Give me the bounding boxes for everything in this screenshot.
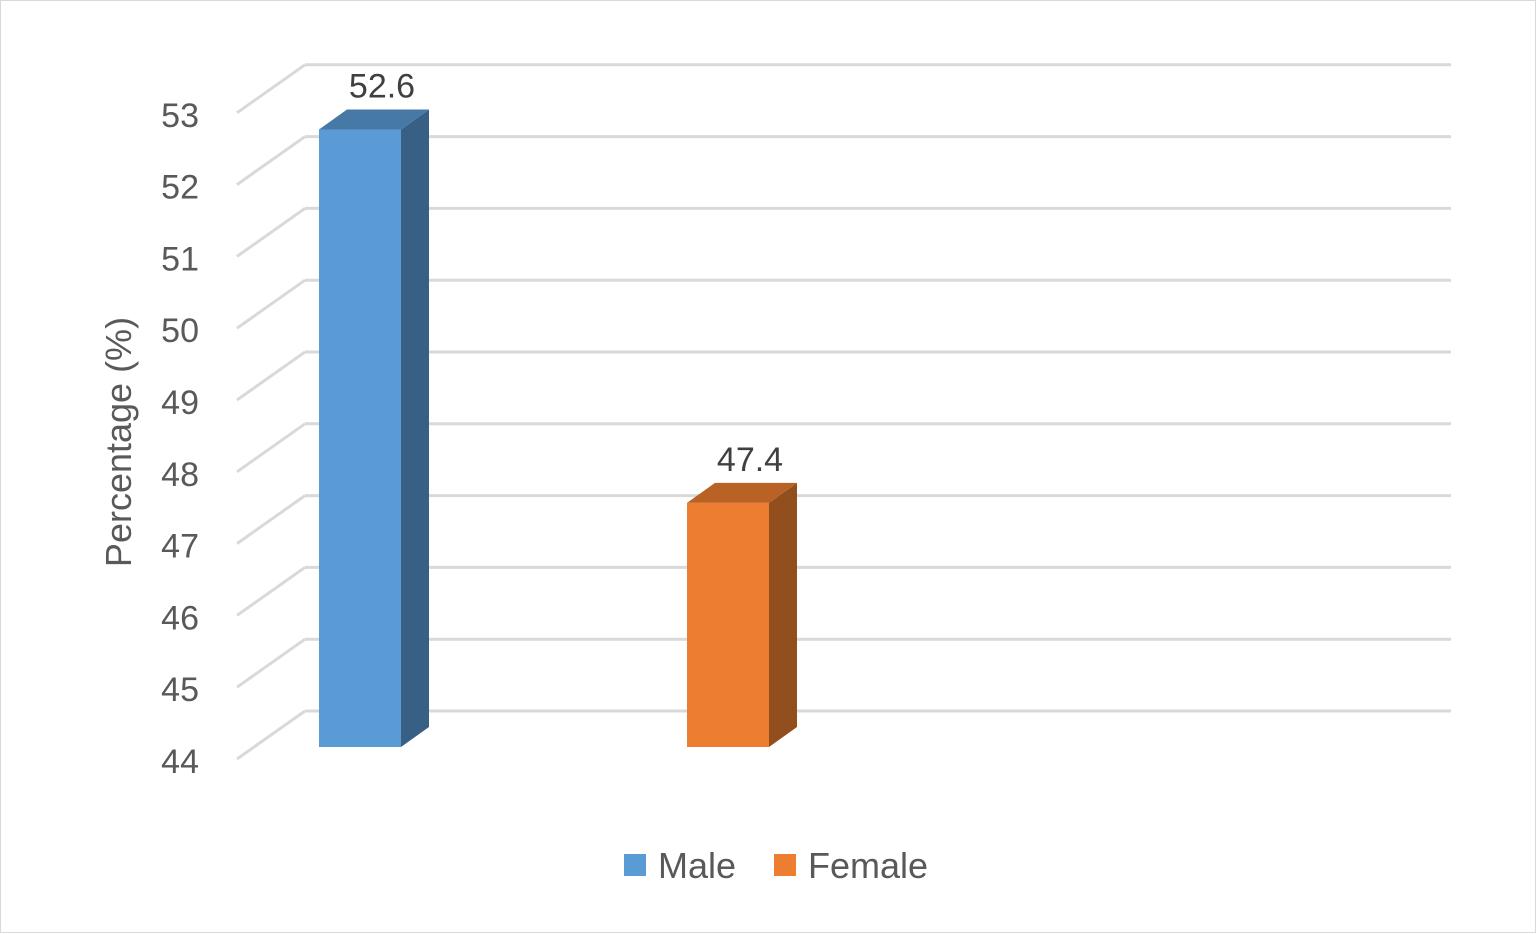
bar-side: [401, 109, 429, 747]
gridline-depth: [236, 63, 306, 115]
y-tick-label: 45: [161, 671, 199, 709]
y-tick-label: 48: [161, 456, 199, 494]
y-axis-ticks: 44 45 46 47 48 49 50 51 52 53: [161, 97, 199, 781]
gridline-depth: [236, 207, 306, 258]
gridline-depth: [236, 709, 306, 761]
legend-swatch: [774, 854, 796, 876]
data-labels: 52.6 47.4: [349, 68, 783, 479]
gridline-depth: [236, 637, 306, 689]
legend-item-female: Female: [774, 845, 928, 886]
y-tick-label: 44: [161, 743, 199, 781]
gridlines: [236, 63, 1451, 761]
gridline-depth: [236, 566, 306, 617]
gridline-depth: [236, 135, 306, 186]
bar-male: [319, 109, 429, 747]
gridline-depth: [236, 350, 306, 402]
legend: Male Female: [624, 845, 928, 886]
y-tick-label: 46: [161, 599, 199, 637]
bar-top: [319, 109, 429, 130]
legend-label: Female: [808, 845, 928, 886]
data-label-male: 52.6: [349, 68, 415, 106]
bar-side: [769, 482, 797, 747]
bar-front: [319, 129, 401, 747]
y-tick-label: 49: [161, 384, 199, 422]
data-label-female: 47.4: [717, 441, 783, 479]
bars: [319, 109, 797, 747]
gridline-depth: [236, 278, 306, 330]
bar-female: [687, 482, 797, 747]
legend-swatch: [624, 854, 646, 876]
legend-label: Male: [658, 845, 736, 886]
legend-item-male: Male: [624, 845, 736, 886]
y-tick-label: 52: [161, 169, 199, 207]
y-tick-label: 50: [161, 312, 199, 350]
gridline-depth: [236, 422, 306, 474]
y-tick-label: 53: [161, 97, 199, 135]
y-tick-label: 51: [161, 240, 199, 278]
gridline-depth: [236, 494, 306, 545]
y-axis-title: Percentage (%): [98, 317, 139, 567]
bar-top: [687, 482, 797, 503]
y-tick-label: 47: [161, 528, 199, 566]
bar-front: [687, 502, 769, 747]
